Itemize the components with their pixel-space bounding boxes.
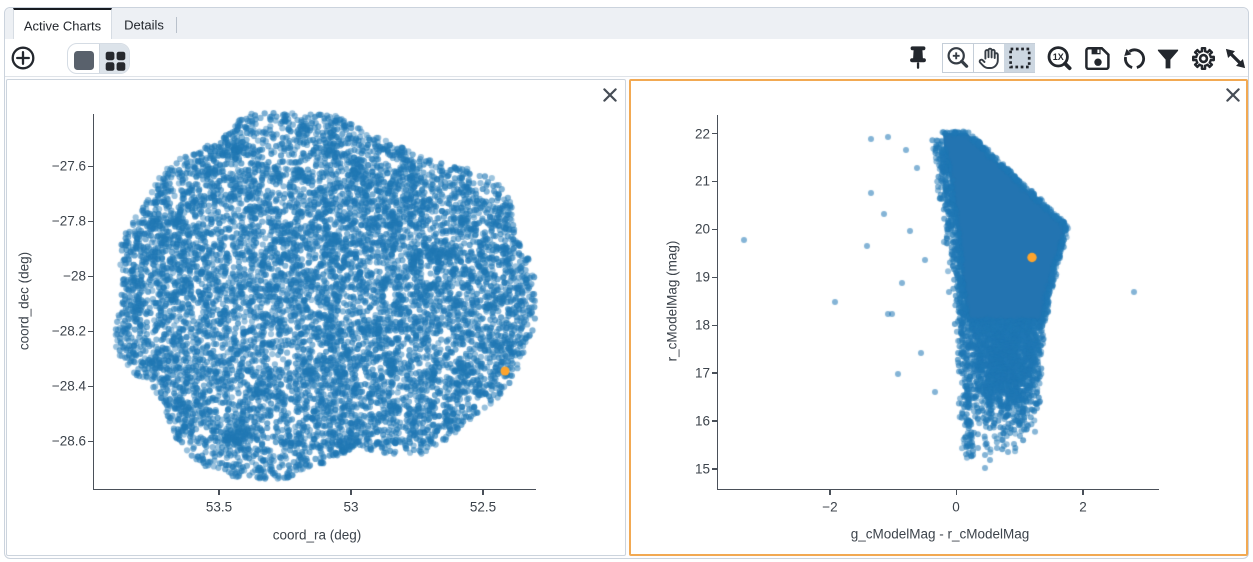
svg-text:1X: 1X (1053, 52, 1064, 62)
